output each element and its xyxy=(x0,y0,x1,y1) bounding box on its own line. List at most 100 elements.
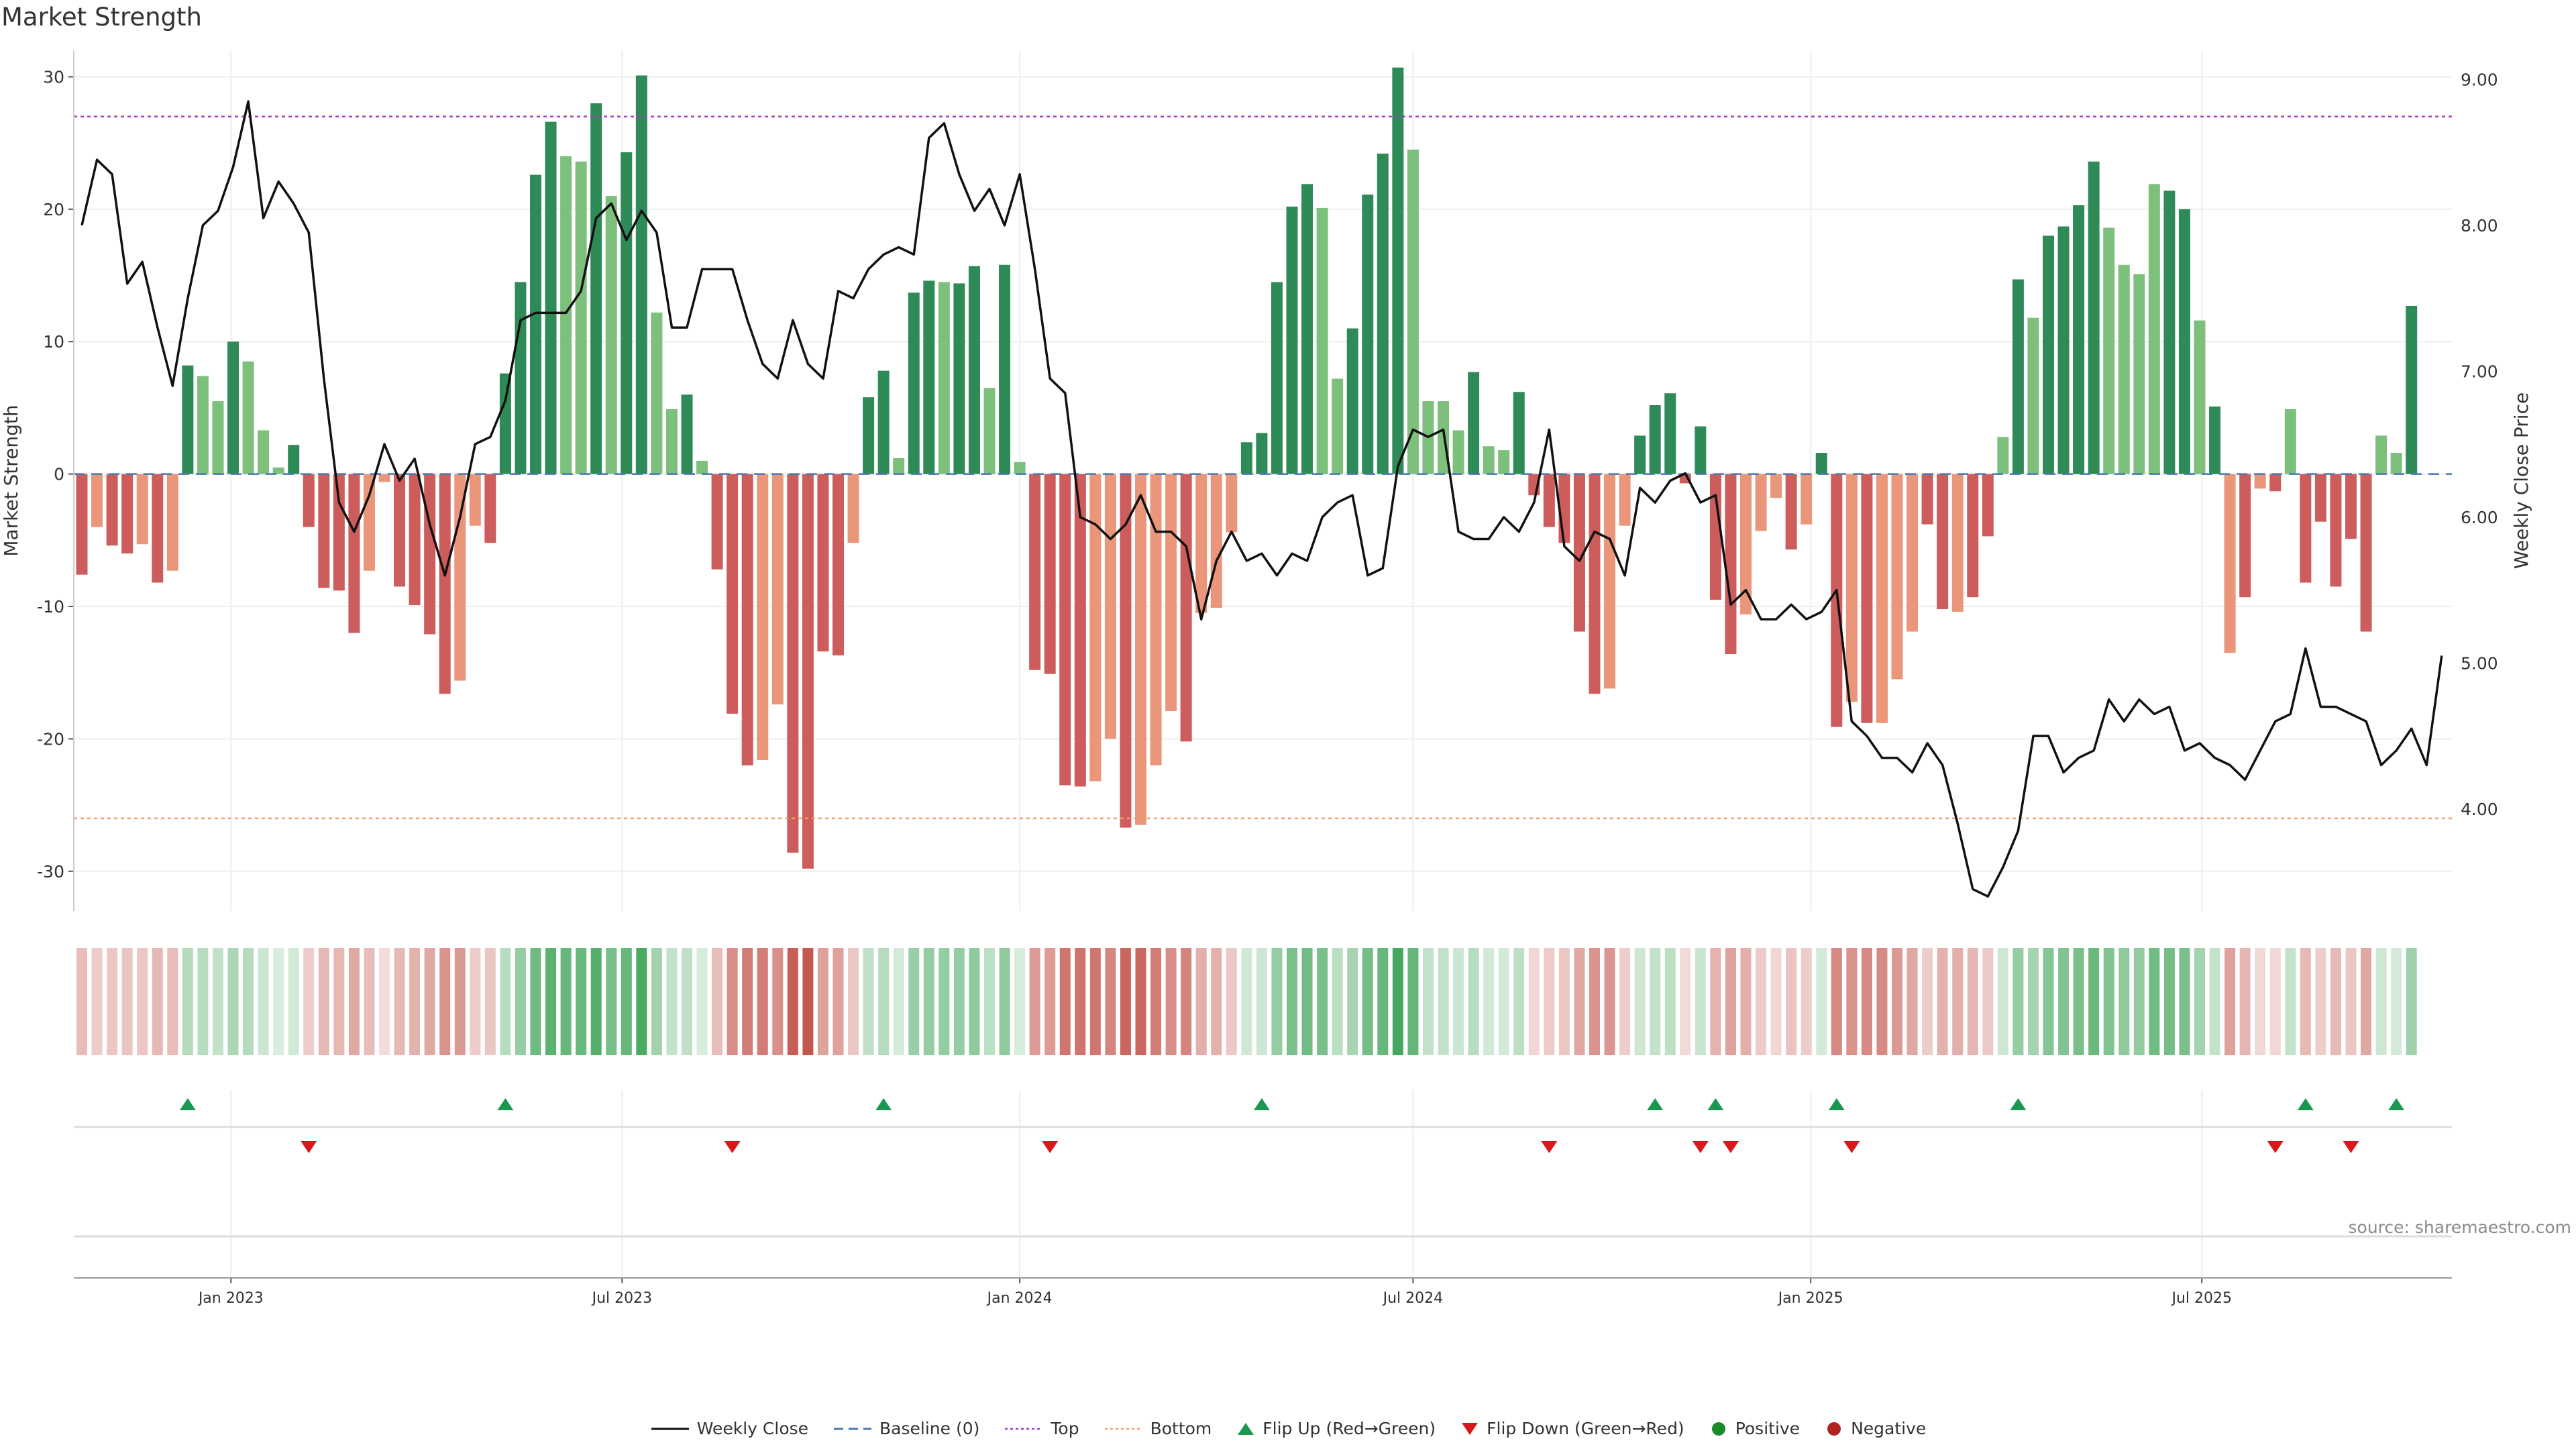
heat-cell xyxy=(454,948,466,1055)
strength-bar xyxy=(908,292,920,474)
legend-item-flip-down: Flip Down (Green→Red) xyxy=(1460,1419,1684,1438)
strength-bar xyxy=(227,341,239,474)
strength-bar xyxy=(1195,474,1208,613)
heat-cell xyxy=(938,948,950,1055)
heat-cell xyxy=(1014,948,1026,1055)
strength-bar xyxy=(665,409,678,474)
heat-cell xyxy=(576,948,587,1055)
strength-bar xyxy=(1709,474,1721,600)
heat-cell xyxy=(348,948,360,1055)
strength-bar xyxy=(1240,442,1252,474)
strength-bar xyxy=(2224,474,2236,653)
strength-bar xyxy=(847,474,859,543)
heat-cell xyxy=(1513,948,1525,1055)
strength-bar xyxy=(2088,161,2100,474)
x-tick-label: Jul 2023 xyxy=(591,1290,653,1307)
strength-bar xyxy=(1801,474,1813,525)
heat-cell xyxy=(1059,948,1071,1055)
flip-up-marker xyxy=(497,1098,514,1110)
x-tick-label: Jul 2024 xyxy=(1382,1290,1444,1307)
strength-bar xyxy=(1150,474,1162,765)
strength-bar xyxy=(2254,474,2266,489)
heat-cell xyxy=(2285,948,2296,1055)
heat-cell xyxy=(394,948,405,1055)
legend-item-bottom: Bottom xyxy=(1104,1419,1212,1438)
strength-bar xyxy=(1815,453,1827,474)
strength-bar xyxy=(197,376,209,474)
heat-cell xyxy=(1710,948,1721,1055)
heat-cell xyxy=(2209,948,2220,1055)
strength-bar xyxy=(1876,474,1888,723)
strength-bar xyxy=(1695,426,1707,474)
strength-bar xyxy=(2345,474,2357,539)
strength-bar xyxy=(968,266,980,474)
heat-cell xyxy=(1347,948,1358,1055)
heat-cell xyxy=(1362,948,1373,1055)
heat-cell xyxy=(848,948,859,1055)
strength-bar xyxy=(1407,150,1419,474)
heat-cell xyxy=(2194,948,2205,1055)
flip-down-marker xyxy=(724,1141,741,1153)
strength-bar xyxy=(499,373,511,474)
weekly-close-swatch xyxy=(651,1428,689,1430)
strength-bar xyxy=(1346,328,1358,474)
heat-cell xyxy=(1846,948,1858,1055)
strength-bar xyxy=(923,280,935,474)
strength-bar xyxy=(1377,153,1389,474)
heat-cell xyxy=(893,948,904,1055)
flip-up-marker xyxy=(1253,1098,1270,1110)
strength-bar xyxy=(2012,279,2024,474)
legend-label: Flip Up (Red→Green) xyxy=(1263,1419,1436,1438)
heat-cell xyxy=(484,948,496,1055)
heat-cell xyxy=(1195,948,1207,1055)
heat-cell xyxy=(1089,948,1101,1055)
heat-cell xyxy=(1135,948,1146,1055)
strength-bar xyxy=(1044,474,1056,674)
strength-bar xyxy=(1997,437,2009,474)
strength-bar xyxy=(1740,474,1752,614)
heat-cell xyxy=(1483,948,1495,1055)
strength-bar xyxy=(1861,474,1873,723)
strength-bar xyxy=(409,474,421,606)
flip-up-marker xyxy=(2388,1098,2405,1110)
heat-cell xyxy=(863,948,874,1055)
strength-bar xyxy=(635,75,647,474)
flip-markers xyxy=(74,1098,2452,1238)
strength-bar xyxy=(1089,474,1102,782)
strength-bar xyxy=(1604,474,1616,689)
strength-bar xyxy=(2269,474,2282,492)
legend-label: Baseline (0) xyxy=(879,1419,980,1438)
strength-bar xyxy=(288,445,300,474)
legend-item-negative: Negative xyxy=(1824,1419,1926,1438)
heat-cell xyxy=(1650,948,1661,1055)
strength-bar xyxy=(136,474,148,545)
heat-cell xyxy=(152,948,163,1055)
heat-cell xyxy=(1211,948,1222,1055)
strength-bar xyxy=(1619,474,1631,526)
strength-bar xyxy=(272,467,284,474)
heat-cell xyxy=(2330,948,2341,1055)
strength-bar xyxy=(2360,474,2372,632)
flip-down-marker xyxy=(1843,1141,1860,1153)
strength-bar xyxy=(1498,450,1510,474)
strength-bar xyxy=(1332,378,1344,474)
y2-tick-label: 9.00 xyxy=(2461,70,2498,89)
heat-cell xyxy=(2300,948,2311,1055)
heat-cell xyxy=(1468,948,1479,1055)
strength-bar xyxy=(1967,474,1979,598)
legend: Weekly Close Baseline (0) Top Bottom Fli… xyxy=(0,1419,2576,1438)
strength-bar xyxy=(1483,446,1495,474)
strength-bar xyxy=(2148,184,2160,474)
strength-bar xyxy=(76,474,88,575)
strength-bar xyxy=(1891,474,1903,680)
flip-down-marker xyxy=(1042,1141,1059,1153)
flip-down-marker xyxy=(2343,1141,2359,1153)
heat-cell xyxy=(2103,948,2114,1055)
heat-cell xyxy=(2043,948,2054,1055)
weekly-close-line xyxy=(80,100,2443,898)
heat-cell xyxy=(2269,948,2281,1055)
heat-cell xyxy=(318,948,329,1055)
heat-cell xyxy=(182,948,193,1055)
heat-cell xyxy=(1922,948,1933,1055)
legend-item-positive: Positive xyxy=(1709,1419,1800,1438)
